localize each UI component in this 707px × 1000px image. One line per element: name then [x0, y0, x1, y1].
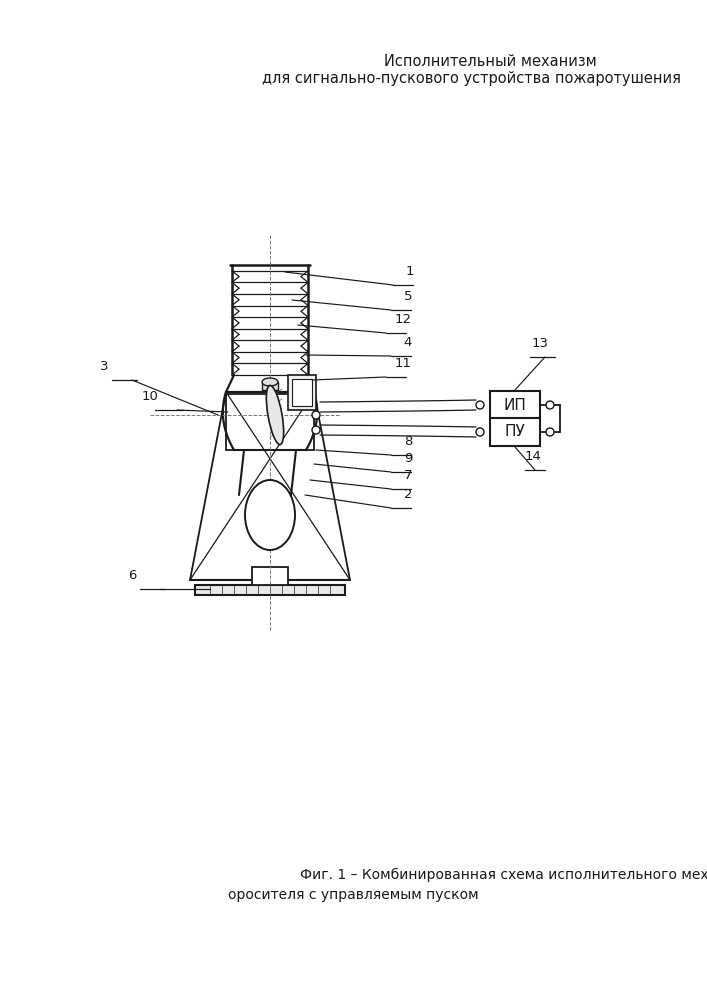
Bar: [292, 379, 312, 406]
Text: 9: 9: [404, 452, 412, 465]
Circle shape: [476, 428, 484, 436]
Text: 12: 12: [395, 313, 411, 326]
Bar: [252, 567, 288, 585]
Circle shape: [546, 401, 554, 409]
Text: 3: 3: [100, 360, 108, 373]
Circle shape: [546, 428, 554, 436]
Text: 7: 7: [404, 469, 412, 482]
Text: 8: 8: [404, 435, 412, 448]
Circle shape: [312, 411, 320, 419]
Text: 4: 4: [404, 336, 412, 349]
Text: для сигнально-пускового устройства пожаротушения: для сигнально-пускового устройства пожар…: [262, 72, 682, 87]
Text: 6: 6: [128, 569, 136, 582]
Text: 10: 10: [141, 390, 158, 403]
Ellipse shape: [245, 480, 295, 550]
Ellipse shape: [262, 378, 278, 386]
Text: 14: 14: [525, 450, 542, 463]
Text: Исполнительный механизм: Исполнительный механизм: [384, 54, 597, 70]
Bar: [195, 585, 345, 595]
Text: ИП: ИП: [503, 397, 527, 412]
Text: 1: 1: [406, 265, 414, 278]
Text: 5: 5: [404, 290, 412, 303]
Circle shape: [312, 426, 320, 434]
Ellipse shape: [267, 385, 284, 445]
Text: оросителя с управляемым пуском: оросителя с управляемым пуском: [228, 888, 479, 902]
Text: 2: 2: [404, 488, 412, 501]
Bar: [490, 418, 540, 446]
Text: 11: 11: [395, 357, 411, 370]
Text: Фиг. 1 – Комбинированная схема исполнительного механизма для спринклерного: Фиг. 1 – Комбинированная схема исполните…: [300, 868, 707, 882]
Text: ПУ: ПУ: [505, 424, 525, 440]
Text: 13: 13: [532, 337, 549, 350]
Circle shape: [476, 401, 484, 409]
Bar: [262, 382, 278, 390]
Bar: [490, 391, 540, 419]
Bar: [288, 375, 316, 410]
